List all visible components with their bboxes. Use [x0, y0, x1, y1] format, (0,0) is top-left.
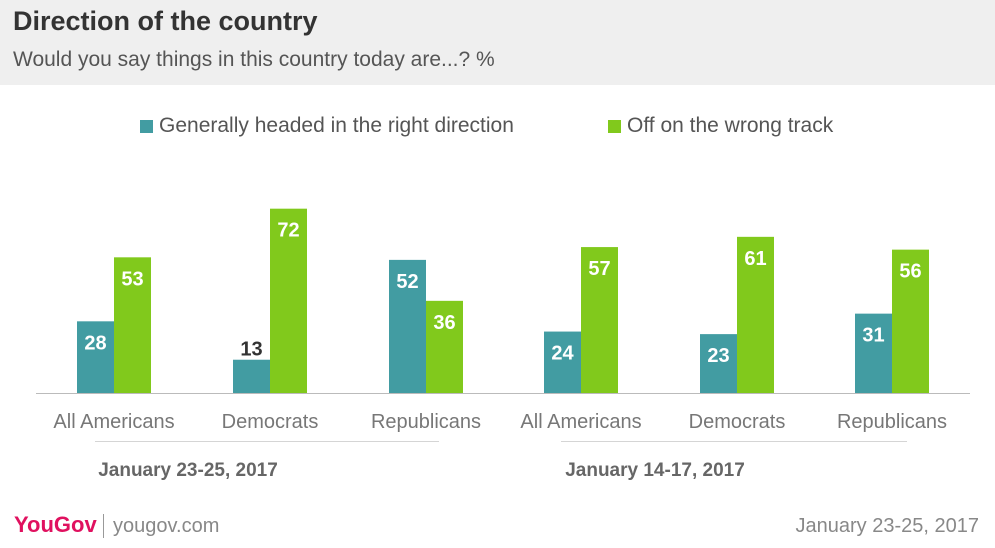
data-label: 36 [433, 312, 455, 334]
footer-date: January 23-25, 2017 [795, 515, 979, 537]
data-label: 31 [862, 325, 884, 347]
footer-site: yougov.com [113, 515, 220, 537]
x-tick-label: All Americans [520, 411, 641, 433]
group-label: January 14-17, 2017 [565, 460, 745, 481]
bar-wrong-track [581, 247, 618, 393]
x-tick-label: Democrats [689, 411, 786, 433]
x-tick-label: All Americans [53, 411, 174, 433]
bar-right-direction [77, 321, 114, 393]
data-label: 24 [551, 343, 574, 365]
x-tick-label: Republicans [837, 411, 947, 433]
legend-item-wrong-track: Off on the wrong track [608, 114, 833, 138]
legend-label-right-direction: Generally headed in the right direction [159, 114, 514, 137]
bar-right-direction [389, 259, 426, 393]
x-tick-label: Democrats [222, 411, 319, 433]
data-label: 23 [707, 345, 729, 367]
chart-title: Direction of the country [13, 6, 318, 36]
legend-swatch-right-direction [140, 119, 153, 133]
data-label: 61 [744, 248, 766, 270]
data-label: 28 [84, 332, 106, 354]
bar-right-direction [700, 334, 737, 393]
data-label: 52 [396, 271, 418, 293]
data-label: 72 [277, 220, 299, 242]
bar-wrong-track [114, 257, 151, 393]
bar-wrong-track [737, 236, 774, 393]
footer-divider [103, 514, 104, 538]
yougov-logo: YouGov [14, 512, 97, 537]
bar-wrong-track [892, 249, 929, 393]
data-label: 57 [588, 258, 610, 280]
data-label: 56 [899, 261, 921, 283]
bar-right-direction [233, 359, 270, 393]
bar-right-direction [855, 313, 892, 393]
legend-item-right-direction: Generally headed in the right direction [140, 114, 514, 138]
chart-subtitle: Would you say things in this country tod… [13, 48, 495, 71]
x-tick-label: Republicans [371, 411, 481, 433]
bar-wrong-track [270, 208, 307, 393]
data-label: 13 [240, 339, 262, 361]
header-band: Direction of the country Would you say t… [0, 0, 995, 85]
group-label: January 23-25, 2017 [98, 460, 278, 481]
bar-right-direction [544, 331, 581, 393]
legend: Generally headed in the right direction … [0, 114, 995, 144]
legend-swatch-wrong-track [608, 119, 621, 133]
data-label: 53 [121, 268, 143, 290]
legend-label-wrong-track: Off on the wrong track [627, 114, 834, 137]
bar-wrong-track [426, 300, 463, 393]
